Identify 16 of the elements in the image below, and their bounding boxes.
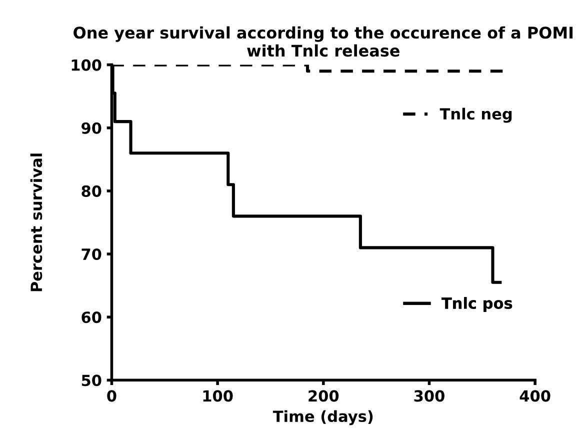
x-tick-label: 200 [308, 390, 339, 402]
x-tick-label: 400 [520, 390, 550, 402]
chart-title: One year survival according to the occurence of a POMI with Tnlc release [74, 26, 573, 57]
legend-label: Tnlc pos [442, 297, 512, 312]
y-tick-label: 70 [82, 248, 102, 260]
y-tick-label: 60 [82, 312, 102, 324]
x-tick-label: 0 [107, 390, 116, 402]
y-tick-label: 90 [82, 122, 102, 134]
y-tick-label: 50 [82, 374, 102, 386]
y-tick-label: 100 [72, 59, 102, 71]
x-axis-title: Time (days) [272, 410, 373, 426]
x-tick-label: 100 [203, 390, 233, 402]
y-tick-label: 80 [82, 185, 102, 197]
y-axis-title: Percent survival [30, 154, 42, 292]
legend-label: Tnlc neg [440, 108, 512, 123]
x-tick-label: 300 [414, 390, 444, 402]
